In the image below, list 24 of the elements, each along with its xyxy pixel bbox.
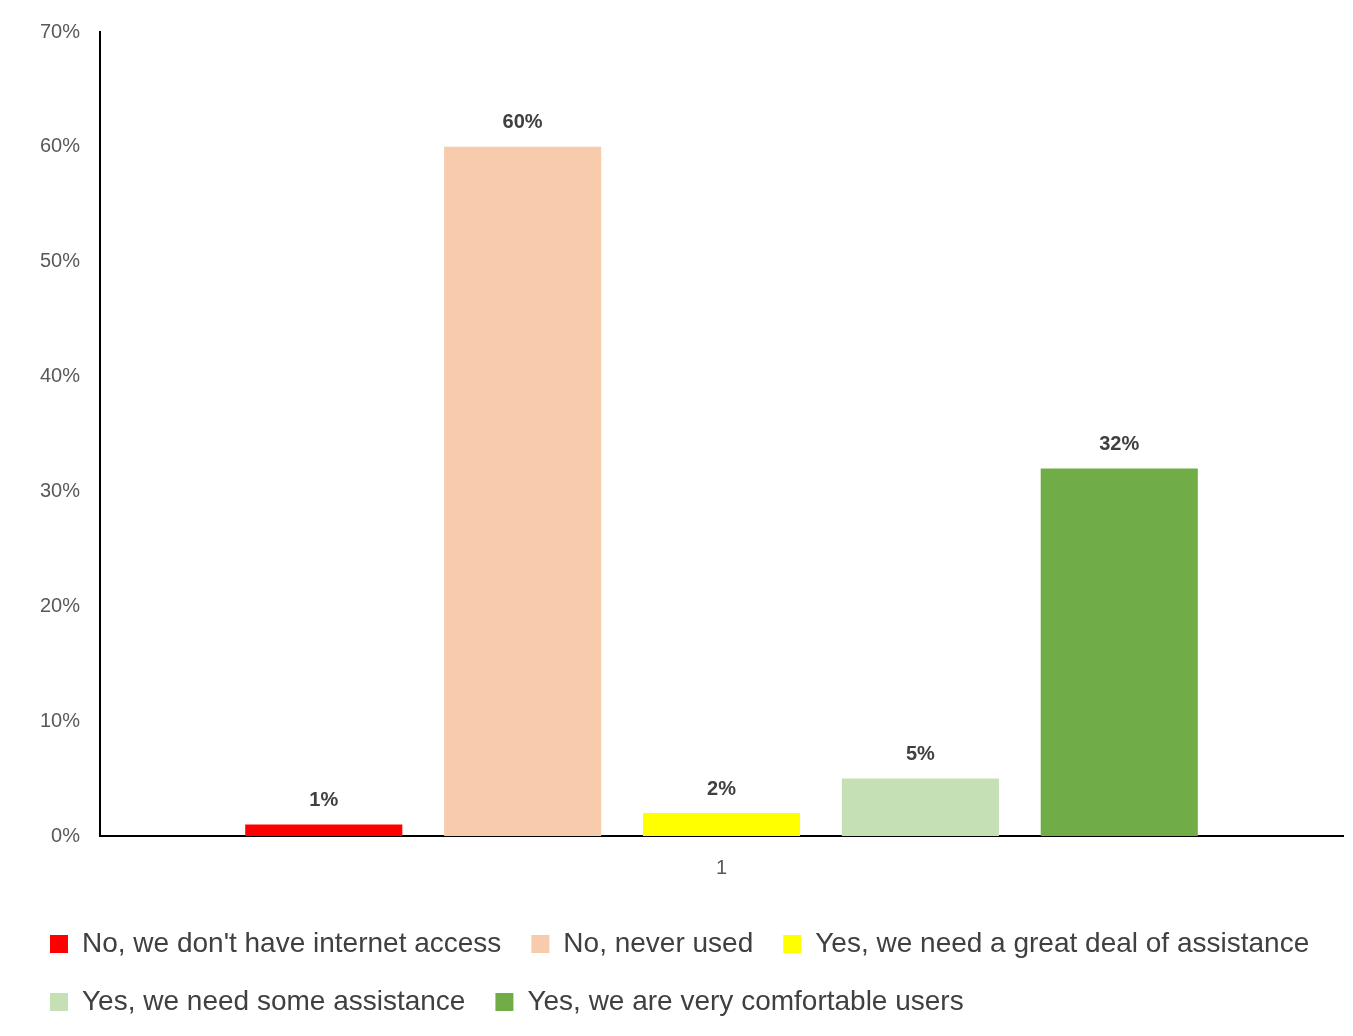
data-label: 1% bbox=[309, 788, 339, 811]
y-tick-label: 70% bbox=[40, 19, 81, 42]
bar bbox=[1040, 468, 1198, 836]
y-tick-label: 50% bbox=[40, 249, 81, 272]
bar bbox=[642, 813, 801, 836]
data-label: 32% bbox=[1099, 431, 1140, 454]
y-tick-label: 20% bbox=[40, 593, 81, 616]
legend-label: Yes, we need some assistance bbox=[82, 984, 466, 1016]
data-label: 60% bbox=[502, 110, 543, 133]
data-label: 2% bbox=[707, 776, 737, 799]
x-tick-label: 1 bbox=[715, 855, 728, 878]
legend-label: Yes, we are very comfortable users bbox=[527, 984, 964, 1016]
y-tick-label: 40% bbox=[40, 364, 81, 387]
data-label: 5% bbox=[905, 742, 936, 765]
legend-label: Yes, we need a great deal of assistance bbox=[815, 926, 1310, 958]
y-tick-label: 60% bbox=[40, 134, 81, 157]
bar bbox=[841, 778, 999, 836]
bar bbox=[245, 824, 403, 836]
legend-label: No, never used bbox=[563, 926, 754, 958]
legend-label: No, we don't have internet access bbox=[82, 926, 502, 958]
y-tick-label: 0% bbox=[51, 823, 81, 846]
bar bbox=[444, 146, 602, 836]
y-tick-label: 10% bbox=[40, 708, 81, 731]
y-tick-label: 30% bbox=[40, 478, 81, 501]
